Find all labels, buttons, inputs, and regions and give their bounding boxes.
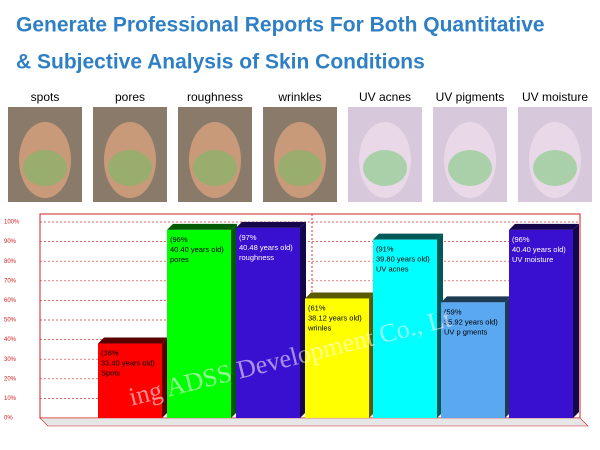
bar-name: wrinles: [307, 323, 332, 332]
face: [359, 122, 411, 198]
age-label: 40.48 years old): [239, 243, 293, 252]
value-label: (38%: [101, 349, 119, 358]
bar: [167, 229, 231, 418]
bar-name: UV p gments: [444, 327, 488, 336]
face: [19, 122, 71, 198]
age-label: 40.40 years old): [512, 245, 566, 254]
value-label: (96%: [170, 235, 188, 244]
bar: [98, 343, 162, 418]
skin-overlay: [193, 150, 237, 186]
age-label: 33.40 years old): [101, 359, 155, 368]
face: [274, 122, 326, 198]
bar-name: UV acnes: [376, 265, 409, 274]
bar-top: [236, 221, 306, 228]
y-tick-label: 90%: [4, 239, 17, 245]
y-tick-label: 100%: [4, 220, 20, 226]
bar: [441, 302, 505, 418]
y-tick-label: 0%: [4, 416, 13, 422]
skin-overlay: [448, 150, 492, 186]
bar: [509, 229, 573, 418]
bar-side: [162, 337, 168, 418]
value-label: (97%: [239, 233, 257, 242]
photo-label: UV pigments: [436, 90, 505, 104]
y-tick-label: 40%: [4, 337, 17, 343]
bar-side: [231, 223, 237, 418]
bar: [305, 298, 369, 418]
bar-top: [441, 296, 511, 303]
photo-label: UV acnes: [359, 90, 411, 104]
age-label: 39.80 years old): [376, 255, 430, 264]
bar-name: pores: [170, 255, 189, 264]
value-label: (91%: [376, 245, 394, 254]
bar-name: roughness: [239, 253, 274, 262]
bar-side: [300, 221, 306, 418]
bar-top: [305, 292, 375, 299]
age-label: 40.40 years old): [170, 245, 224, 254]
photo-label: roughness: [187, 90, 243, 104]
value-label: (96%: [512, 235, 530, 244]
y-tick-label: 50%: [4, 318, 17, 324]
floor: [39, 417, 589, 427]
face: [529, 122, 581, 198]
bar-name: UV moisture: [512, 255, 553, 264]
skin-overlay: [533, 150, 577, 186]
photo-label: spots: [31, 90, 60, 104]
photo-label: UV moisture: [522, 90, 588, 104]
y-tick-label: 20%: [4, 376, 17, 382]
bar-top: [509, 223, 579, 230]
title-line: & Subjective Analysis of Skin Conditions: [16, 51, 425, 74]
age-label: 38.12 years old): [308, 313, 362, 322]
bar-name: Spots: [101, 369, 120, 378]
y-tick-label: 30%: [4, 357, 17, 363]
photo-label: pores: [115, 90, 145, 104]
photo-label: wrinkles: [277, 90, 321, 104]
face: [189, 122, 241, 198]
y-tick-label: 70%: [4, 278, 17, 284]
skin-overlay: [108, 150, 152, 186]
y-tick-label: 60%: [4, 298, 17, 304]
y-tick-label: 80%: [4, 259, 17, 265]
skin-overlay: [363, 150, 407, 186]
y-tick-label: 10%: [4, 396, 17, 402]
bar-top: [98, 337, 168, 344]
bar-side: [573, 223, 579, 418]
value-label: (61%: [308, 303, 326, 312]
age-label: 35.92 years old): [444, 317, 498, 326]
skin-overlay: [278, 150, 322, 186]
value-label: (59%: [444, 307, 462, 316]
bar-top: [373, 233, 443, 240]
bar: [373, 239, 437, 418]
face: [104, 122, 156, 198]
skin-overlay: [23, 150, 67, 186]
bar: [236, 227, 300, 418]
face: [444, 122, 496, 198]
bar-top: [167, 223, 237, 230]
title-line: Generate Professional Reports For Both Q…: [16, 14, 545, 37]
